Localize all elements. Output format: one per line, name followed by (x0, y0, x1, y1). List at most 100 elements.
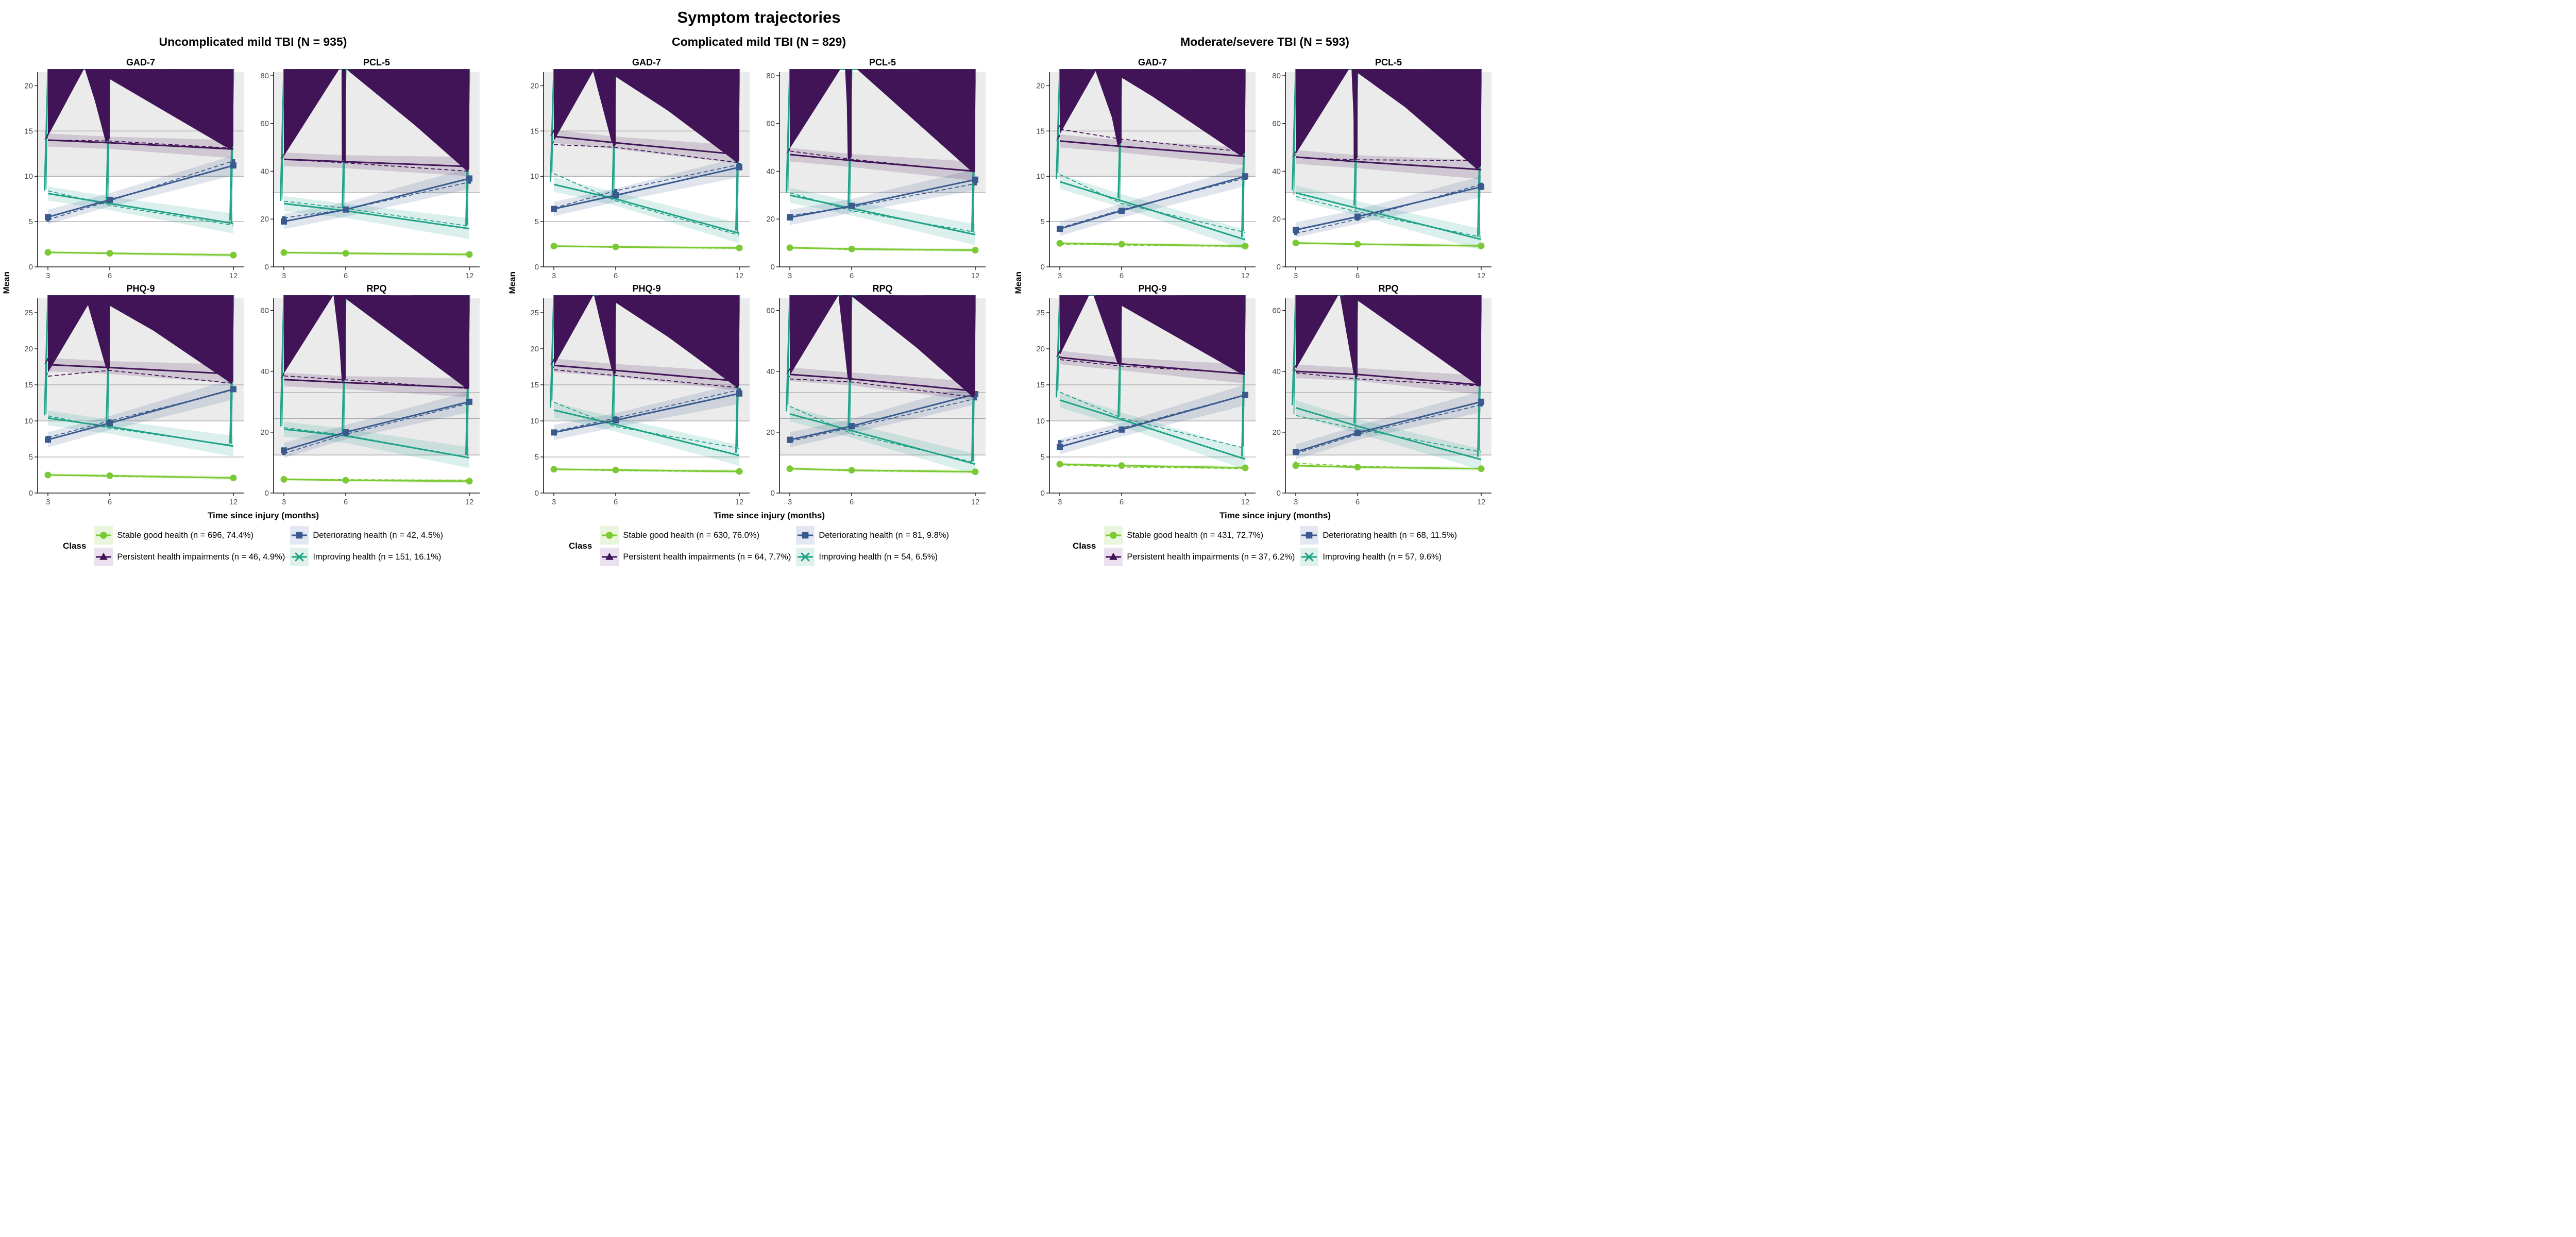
triangle-marker-icon (600, 548, 619, 566)
legend-item: Deteriorating health (n = 68, 11.5%) (1300, 526, 1457, 545)
subplot-title: GAD-7 (632, 57, 661, 67)
legend: Class Stable good health (n = 431, 72.7%… (1013, 526, 1516, 566)
panel-body: Mean GAD-7 0 5 10 15 20 3 6 12 PCL-5 0 20 40 60 80 3… (2, 57, 504, 509)
svg-text:6: 6 (108, 272, 112, 280)
subplot-gad7: GAD-7 0 5 10 15 20 3 6 12 (13, 57, 246, 282)
svg-text:10: 10 (1036, 417, 1045, 426)
svg-text:10: 10 (1036, 172, 1045, 181)
circle-marker-icon (600, 526, 619, 545)
svg-text:6: 6 (850, 272, 854, 280)
x-marker-icon (796, 548, 815, 566)
svg-text:3: 3 (552, 498, 556, 506)
legend-label: Deteriorating health (n = 42, 4.5%) (313, 530, 444, 540)
subplot-title: RPQ (1378, 283, 1399, 294)
legend-item: Persistent health impairments (n = 37, 6… (1104, 548, 1295, 566)
svg-text:25: 25 (1036, 309, 1045, 317)
svg-text:80: 80 (1272, 72, 1281, 80)
legend-grid: Stable good health (n = 431, 72.7%) Dete… (1104, 526, 1457, 566)
line-chart: 0 5 10 15 20 25 3 6 12 (530, 295, 750, 506)
svg-text:15: 15 (530, 127, 539, 135)
svg-text:12: 12 (1241, 498, 1250, 506)
svg-text:5: 5 (29, 453, 33, 462)
svg-text:20: 20 (766, 215, 775, 224)
legend-title: Class (1072, 541, 1096, 551)
svg-text:0: 0 (771, 263, 775, 272)
legend-title: Class (62, 541, 87, 551)
svg-text:10: 10 (24, 172, 33, 181)
svg-text:20: 20 (24, 345, 33, 353)
svg-text:6: 6 (344, 498, 348, 506)
legend-item: Stable good health (n = 630, 76.0%) (600, 526, 791, 545)
legend-label: Persistent health impairments (n = 37, 6… (1127, 552, 1295, 562)
svg-text:6: 6 (614, 272, 618, 280)
svg-text:0: 0 (535, 263, 539, 272)
legend-item: Persistent health impairments (n = 46, 4… (94, 548, 285, 566)
svg-text:15: 15 (530, 381, 539, 389)
subplot-phq9: PHQ-9 0 5 10 15 20 25 3 6 12 (1025, 283, 1258, 509)
legend-item: Stable good health (n = 431, 72.7%) (1104, 526, 1295, 545)
svg-text:20: 20 (24, 81, 33, 90)
x-axis-label: Time since injury (months) (713, 511, 825, 520)
svg-text:12: 12 (229, 498, 238, 506)
svg-text:20: 20 (1272, 215, 1281, 224)
subplot-grid: GAD-7 0 5 10 15 20 3 6 12 PCL-5 0 20 40 60 80 3 6 12 P… (13, 57, 482, 509)
square-marker-icon (1300, 526, 1319, 545)
legend-title: Class (568, 541, 592, 551)
svg-text:5: 5 (535, 453, 539, 462)
svg-text:12: 12 (1477, 498, 1486, 506)
svg-text:5: 5 (535, 217, 539, 226)
subplot-title: PHQ-9 (1138, 283, 1167, 294)
circle-marker-icon (1104, 526, 1123, 545)
svg-text:12: 12 (465, 272, 474, 280)
svg-text:6: 6 (850, 498, 854, 506)
subplot-title: GAD-7 (1138, 57, 1167, 67)
legend-label: Stable good health (n = 431, 72.7%) (1127, 530, 1263, 540)
subplot-gad7: GAD-7 0 5 10 15 20 3 6 12 (519, 57, 752, 282)
legend-label: Deteriorating health (n = 81, 9.8%) (819, 530, 950, 540)
svg-text:3: 3 (1294, 498, 1298, 506)
legend-label: Improving health (n = 57, 9.6%) (1323, 552, 1442, 562)
svg-text:12: 12 (1477, 272, 1486, 280)
subplot-pcl5: PCL-5 0 20 40 60 80 3 6 12 (1261, 57, 1494, 282)
subplot-title: RPQ (872, 283, 893, 294)
svg-text:0: 0 (29, 263, 33, 272)
svg-text:3: 3 (1058, 498, 1062, 506)
svg-text:6: 6 (1120, 498, 1124, 506)
svg-text:0: 0 (1041, 489, 1045, 498)
subplot-rpq: RPQ 0 20 40 60 3 6 12 (755, 283, 988, 509)
svg-text:3: 3 (46, 272, 50, 280)
svg-text:6: 6 (1355, 498, 1360, 506)
svg-text:6: 6 (344, 272, 348, 280)
svg-text:60: 60 (1272, 120, 1281, 128)
page-title: Symptom trajectories (677, 8, 841, 26)
svg-text:20: 20 (1036, 345, 1045, 353)
svg-text:6: 6 (108, 498, 112, 506)
legend: Class Stable good health (n = 630, 76.0%… (507, 526, 1010, 566)
subplot-grid: GAD-7 0 5 10 15 20 3 6 12 PCL-5 0 20 40 60 80 3 6 12 P… (1025, 57, 1494, 509)
legend-item: Persistent health impairments (n = 64, 7… (600, 548, 791, 566)
subplot-rpq: RPQ 0 20 40 60 3 6 12 (249, 283, 482, 509)
svg-text:12: 12 (229, 272, 238, 280)
legend-label: Improving health (n = 151, 16.1%) (313, 552, 442, 562)
svg-text:0: 0 (29, 489, 33, 498)
legend-item: Deteriorating health (n = 42, 4.5%) (290, 526, 443, 545)
y-axis-label: Mean (2, 272, 11, 294)
svg-text:10: 10 (530, 172, 539, 181)
panel-uncomplicated-mild-tbi: Uncomplicated mild TBI (N = 935) Mean GA… (2, 34, 504, 566)
panel-body: Mean GAD-7 0 5 10 15 20 3 6 12 PCL-5 0 20 40 60 80 3… (507, 57, 1010, 509)
svg-text:20: 20 (1272, 428, 1281, 437)
legend-item: Improving health (n = 54, 6.5%) (796, 548, 949, 566)
square-marker-icon (796, 526, 815, 545)
legend-item: Stable good health (n = 696, 74.4%) (94, 526, 285, 545)
svg-text:12: 12 (465, 498, 474, 506)
svg-text:20: 20 (260, 215, 269, 224)
svg-text:40: 40 (766, 167, 775, 176)
svg-text:0: 0 (771, 489, 775, 498)
subplot-pcl5: PCL-5 0 20 40 60 80 3 6 12 (249, 57, 482, 282)
subplot-title: GAD-7 (126, 57, 155, 67)
x-marker-icon (290, 548, 309, 566)
svg-text:0: 0 (1277, 263, 1281, 272)
svg-text:6: 6 (614, 498, 618, 506)
svg-text:12: 12 (971, 272, 980, 280)
